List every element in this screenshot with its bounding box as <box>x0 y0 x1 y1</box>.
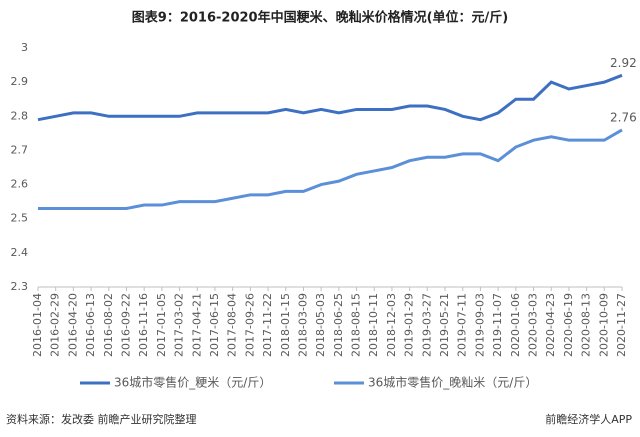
x-tick-label: 2019-09-03 <box>473 293 486 357</box>
x-tick-label: 2017-04-21 <box>190 293 203 357</box>
x-tick-label: 2018-08-15 <box>350 293 363 357</box>
x-tick-label: 2019-01-29 <box>403 293 416 357</box>
source: 资料来源：发改委 前瞻产业研究院整理 <box>6 412 197 426</box>
x-tick-label: 2017-09-26 <box>243 293 256 357</box>
x-tick-label: 2018-10-11 <box>367 293 380 357</box>
x-tick-label: 2020-10-09 <box>597 293 610 357</box>
legend-label: 36城市零售价_晚籼米（元/斤） <box>368 375 537 390</box>
x-tick-label: 2016-08-02 <box>102 293 115 357</box>
y-tick-label: 2.9 <box>11 75 29 88</box>
x-tick-label: 2016-09-22 <box>119 293 132 357</box>
x-tick-label: 2019-07-11 <box>456 293 469 357</box>
x-tick-label: 2019-05-21 <box>438 293 451 357</box>
x-tick-label: 2020-06-19 <box>562 293 575 357</box>
x-tick-label: 2016-11-16 <box>137 293 150 357</box>
x-tick-label: 2019-03-27 <box>420 293 433 357</box>
end-label: 2.92 <box>610 56 637 70</box>
x-tick-label: 2016-02-29 <box>49 293 62 357</box>
x-tick-label: 2020-04-23 <box>544 293 557 357</box>
y-tick-label: 2.4 <box>11 246 29 259</box>
y-tick-label: 2.6 <box>11 178 29 191</box>
legend-label: 36城市零售价_粳米（元/斤） <box>114 375 271 390</box>
x-tick-label: 2018-05-03 <box>314 293 327 357</box>
series-line <box>37 73 623 122</box>
x-tick-label: 2020-11-27 <box>615 293 628 357</box>
x-tick-label: 2018-12-03 <box>385 293 398 357</box>
x-tick-label: 2017-06-15 <box>208 293 221 357</box>
x-tick-label: 2018-06-25 <box>332 293 345 357</box>
brand: 前瞻经济学人APP <box>545 412 632 426</box>
x-tick-label: 2016-01-04 <box>31 293 44 357</box>
x-tick-label: 2018-01-15 <box>279 293 292 357</box>
y-tick-label: 2.7 <box>11 143 29 156</box>
x-tick-label: 2020-03-03 <box>527 293 540 357</box>
x-tick-label: 2020-01-06 <box>509 293 522 357</box>
series-line <box>38 128 623 210</box>
end-label: 2.76 <box>610 110 637 124</box>
y-tick-label: 2.5 <box>11 212 29 225</box>
y-tick-label: 2.3 <box>11 280 29 293</box>
y-tick-label: 2.8 <box>11 109 29 122</box>
x-tick-label: 2018-03-09 <box>296 293 309 357</box>
x-tick-label: 2016-06-13 <box>84 293 97 357</box>
x-tick-label: 2016-04-20 <box>66 293 79 357</box>
x-tick-label: 2019-11-07 <box>491 293 504 357</box>
y-tick-label: 3 <box>21 41 28 54</box>
x-tick-label: 2017-01-05 <box>155 293 168 357</box>
x-tick-label: 2017-08-04 <box>226 293 239 357</box>
x-tick-label: 2020-08-13 <box>580 293 593 357</box>
x-tick-label: 2017-11-22 <box>261 293 274 357</box>
chart-title: 图表9：2016-2020年中国粳米、晚籼米价格情况(单位：元/斤) <box>132 10 508 26</box>
x-tick-label: 2017-03-02 <box>173 293 186 357</box>
